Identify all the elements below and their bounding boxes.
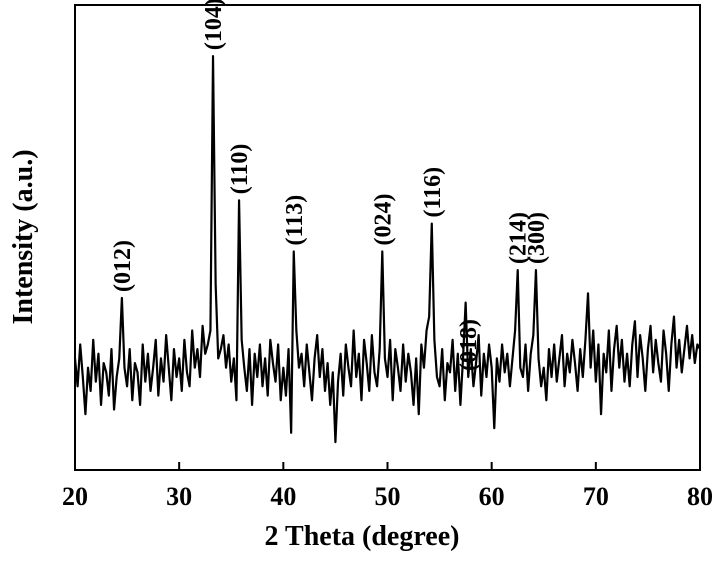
- x-tick-label: 30: [166, 482, 192, 511]
- peak-label: (300): [524, 212, 550, 264]
- peak-label: (104): [201, 0, 227, 50]
- x-tick-label: 80: [687, 482, 713, 511]
- peak-label: (012): [110, 240, 136, 292]
- data-line: [75, 56, 700, 442]
- peak-label: (116): [420, 167, 446, 218]
- chart: 2 Theta (degree) Intensity (a.u.) 20 30 40…: [0, 0, 725, 566]
- x-tick-label: 40: [270, 482, 296, 511]
- x-tick-label: 70: [583, 482, 609, 511]
- peak-label: (110): [227, 144, 253, 195]
- x-tick-label: 50: [375, 482, 401, 511]
- y-axis-label: Intensity (a.u.): [8, 149, 39, 324]
- x-axis-label: 2 Theta (degree): [265, 521, 460, 552]
- peak-label: (113): [282, 195, 308, 246]
- x-tick-label: 20: [62, 482, 88, 511]
- peak-label: (024): [370, 193, 396, 245]
- x-tick-label: 60: [479, 482, 505, 511]
- peak-label: (018): [456, 319, 482, 371]
